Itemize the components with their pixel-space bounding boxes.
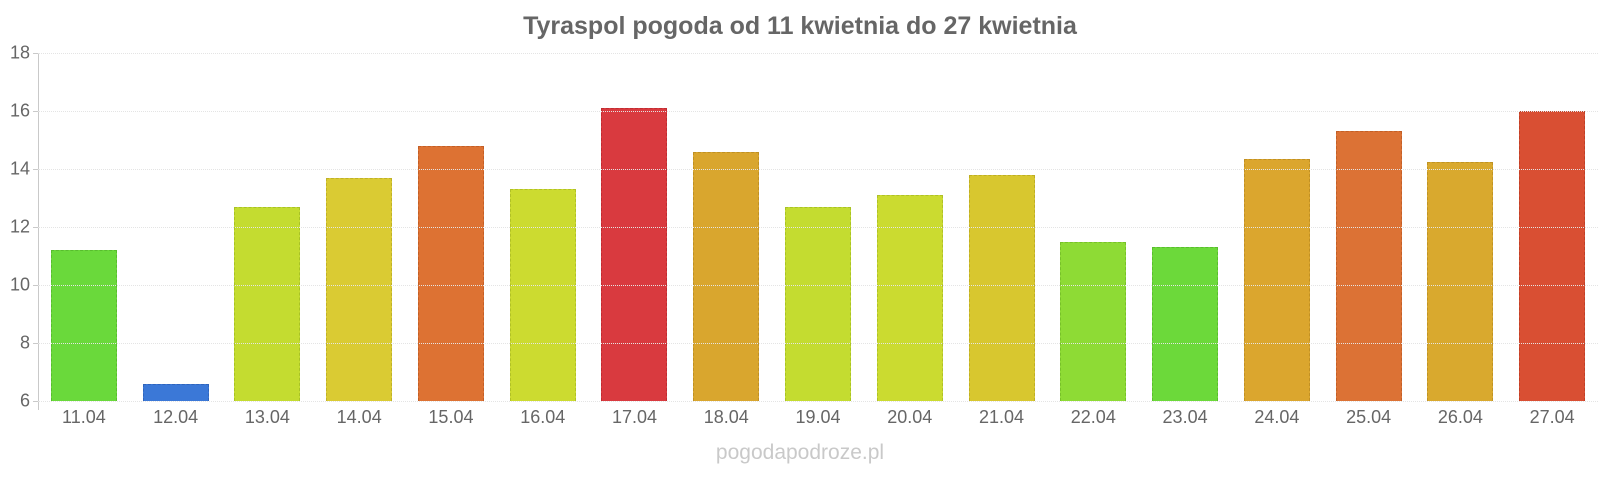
x-axis-label: 24.04 bbox=[1254, 407, 1300, 427]
bar-slot bbox=[405, 53, 497, 401]
bar-13.04[interactable] bbox=[234, 206, 301, 401]
bar-15.04[interactable] bbox=[417, 145, 484, 401]
x-axis-label: 13.04 bbox=[244, 407, 290, 427]
bar-26.04[interactable] bbox=[1427, 161, 1494, 401]
y-axis-tick bbox=[33, 227, 38, 228]
x-axis-label: 20.04 bbox=[887, 407, 933, 427]
gridline bbox=[38, 53, 1598, 54]
bar-slot bbox=[956, 53, 1048, 401]
bar-slot bbox=[222, 53, 314, 401]
bar-12.04[interactable] bbox=[142, 383, 209, 401]
bar-slot bbox=[130, 53, 222, 401]
bars-container bbox=[38, 53, 1598, 401]
x-axis-label: 15.04 bbox=[428, 407, 474, 427]
x-axis-label: 26.04 bbox=[1437, 407, 1483, 427]
bar-19.04[interactable] bbox=[785, 206, 851, 401]
bar-14.04[interactable] bbox=[326, 177, 393, 401]
y-axis-labels: 18 16 14 12 10 8 6 bbox=[0, 43, 30, 411]
bar-slot bbox=[38, 53, 130, 401]
x-axis-label: 21.04 bbox=[979, 407, 1025, 427]
y-axis-tick bbox=[33, 285, 38, 286]
x-axis-label: 23.04 bbox=[1162, 407, 1208, 427]
y-axis-label: 16 bbox=[9, 100, 30, 121]
x-axis-label: 12.04 bbox=[153, 407, 199, 427]
gridline bbox=[38, 169, 1598, 170]
y-axis-label: 18 bbox=[9, 42, 30, 63]
y-axis-label: 6 bbox=[19, 390, 30, 411]
bar-22.04[interactable] bbox=[1060, 241, 1127, 401]
gridline bbox=[38, 343, 1598, 344]
bar-18.04[interactable] bbox=[693, 151, 760, 401]
bar-slot bbox=[680, 53, 772, 401]
y-axis-tick bbox=[33, 53, 38, 54]
bar-slot bbox=[497, 53, 589, 401]
plot-area bbox=[38, 53, 1598, 402]
bar-slot bbox=[1231, 53, 1323, 401]
bar-slot bbox=[1323, 53, 1415, 401]
x-axis-label: 16.04 bbox=[520, 407, 566, 427]
watermark: pogodapodroze.pl bbox=[715, 441, 885, 464]
x-axis-labels: 11.04 12.04 13.04 14.04 15.04 16.04 17.04 18.04… bbox=[38, 407, 1598, 428]
y-axis-tick bbox=[33, 111, 38, 112]
gridline bbox=[38, 111, 1598, 112]
bar-17.04[interactable] bbox=[601, 108, 668, 401]
y-axis-label: 14 bbox=[9, 158, 30, 179]
bar-20.04[interactable] bbox=[876, 195, 943, 401]
bar-slot bbox=[313, 53, 405, 401]
bar-21.04[interactable] bbox=[968, 174, 1035, 401]
bar-24.04[interactable] bbox=[1243, 158, 1310, 401]
bar-23.04[interactable] bbox=[1152, 247, 1219, 401]
bar-11.04[interactable] bbox=[50, 250, 117, 401]
y-axis-label: 8 bbox=[19, 332, 30, 353]
chart-title: Tyraspol pogoda od 11 kwietnia do 27 kwi… bbox=[523, 12, 1077, 40]
bar-slot bbox=[589, 53, 681, 401]
x-axis-label: 19.04 bbox=[795, 407, 841, 427]
bar-25.04[interactable] bbox=[1335, 131, 1402, 401]
y-axis-label: 10 bbox=[9, 274, 30, 295]
bar-16.04[interactable] bbox=[509, 189, 576, 401]
x-axis-label: 18.04 bbox=[703, 407, 749, 427]
gridline bbox=[38, 285, 1598, 286]
bar-slot bbox=[864, 53, 956, 401]
gridline bbox=[38, 227, 1598, 228]
bar-slot bbox=[772, 53, 864, 401]
x-axis-label: 22.04 bbox=[1070, 407, 1116, 427]
bar-slot bbox=[1506, 53, 1598, 401]
y-axis-tick bbox=[33, 343, 38, 344]
x-axis-label: 25.04 bbox=[1346, 407, 1392, 427]
bar-slot bbox=[1414, 53, 1506, 401]
bar-27.04[interactable] bbox=[1519, 111, 1586, 401]
bar-slot bbox=[1047, 53, 1139, 401]
y-axis-line bbox=[38, 53, 39, 410]
y-axis-label: 12 bbox=[9, 216, 30, 237]
bar-slot bbox=[1139, 53, 1231, 401]
x-axis-label: 17.04 bbox=[611, 407, 657, 427]
y-axis-tick bbox=[33, 169, 38, 170]
y-axis-tick bbox=[33, 401, 38, 402]
gridline bbox=[38, 401, 1598, 402]
x-axis-label: 27.04 bbox=[1529, 407, 1575, 427]
x-axis-label: 11.04 bbox=[62, 407, 106, 427]
x-axis-label: 14.04 bbox=[336, 407, 382, 427]
